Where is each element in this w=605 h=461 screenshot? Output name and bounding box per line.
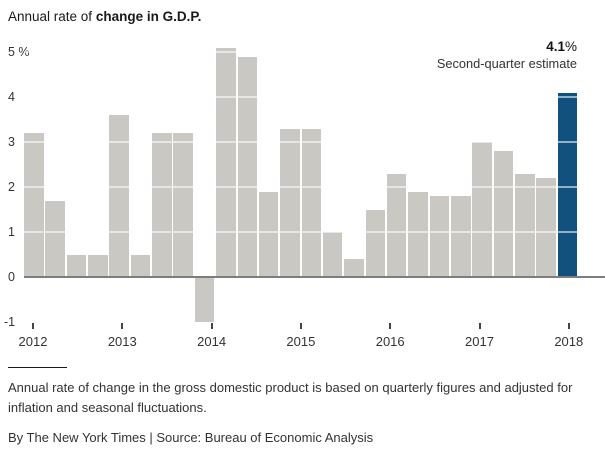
x-tick-2018 (567, 323, 570, 329)
bar-2017-q4 (515, 173, 535, 277)
x-tick-2012 (32, 323, 34, 329)
bar-2017-q2 (472, 142, 492, 277)
x-axis-label-2012: 2012 (18, 334, 48, 349)
bar-2018-q1 (536, 178, 556, 277)
y-axis-label-2: 2 (8, 180, 15, 194)
x-tick-2014 (210, 323, 213, 329)
y-axis-label-5-: 5 % (8, 45, 30, 59)
gridline-5 (24, 51, 578, 53)
bar-2016-q3 (408, 191, 428, 277)
y-axis-label-3: 3 (8, 135, 15, 149)
x-axis-label-2014: 2014 (197, 334, 227, 349)
x-axis-label-2013: 2013 (107, 334, 137, 349)
bar-2015-q3 (322, 232, 343, 277)
bar-2014-q3 (237, 56, 257, 277)
bar-2012-q1 (24, 133, 44, 277)
zero-axis-line (24, 276, 605, 278)
bar-2017-q3 (493, 151, 514, 277)
bar-2014-q2 (216, 47, 236, 277)
chart-title-regular: Annual rate of (8, 9, 96, 24)
estimate-value-number: 4.1 (546, 39, 565, 54)
gridline-2 (24, 186, 578, 188)
x-tick-2013 (121, 323, 124, 329)
bar-2012-q2 (45, 200, 65, 277)
x-axis-label-2017: 2017 (465, 334, 494, 349)
estimate-value-unit: % (564, 39, 577, 54)
x-axis-label-2018: 2018 (554, 334, 584, 349)
byline-source-text: By The New York Times | Source: Bureau o… (8, 430, 374, 445)
y-axis-label-1: 1 (8, 225, 15, 239)
gridline-4 (24, 96, 578, 98)
bar-2016-q4 (429, 196, 450, 277)
bar-2013-q1 (109, 115, 129, 277)
bar-2013-q2 (130, 254, 151, 277)
bar-2013-q4 (173, 133, 193, 277)
bar-2014-q4 (258, 191, 279, 277)
y-axis-label-0: 0 (8, 270, 15, 284)
chart-title: Annual rate of change in G.D.P. (8, 9, 201, 24)
x-tick-2017 (478, 323, 481, 329)
x-axis-label-2016: 2016 (375, 334, 405, 349)
x-axis-label-2015: 2015 (286, 334, 316, 349)
bar-2014-q1 (194, 277, 215, 322)
bar-2013-q3 (152, 133, 172, 277)
gridline-1 (24, 231, 578, 233)
bar-2016-q2 (386, 173, 407, 277)
y-axis-label--1: -1 (4, 315, 16, 329)
estimate-label: Second-quarter estimate (436, 56, 577, 71)
estimate-annotation: 4.1% Second-quarter estimate (437, 39, 577, 71)
bar-2016-q1 (365, 209, 386, 277)
bar-2012-q3 (66, 254, 87, 277)
bar-2012-q4 (88, 254, 108, 277)
bar-2015-q2 (301, 128, 322, 277)
x-tick-2015 (299, 323, 302, 329)
y-axis-label-4: 4 (8, 90, 15, 104)
estimate-value: 4.1% (437, 39, 577, 54)
bar-2015-q4 (344, 259, 364, 277)
bar-2017-q1 (451, 196, 471, 277)
bar-2015-q1 (280, 128, 300, 277)
x-tick-2016 (389, 323, 392, 329)
footnote-divider (8, 367, 67, 368)
gridline-3 (24, 141, 578, 143)
bar-2018-q2 (557, 92, 578, 277)
footnote-text: Annual rate of change in the gross domes… (8, 380, 573, 415)
chart-title-bold: change in G.D.P. (95, 9, 202, 24)
